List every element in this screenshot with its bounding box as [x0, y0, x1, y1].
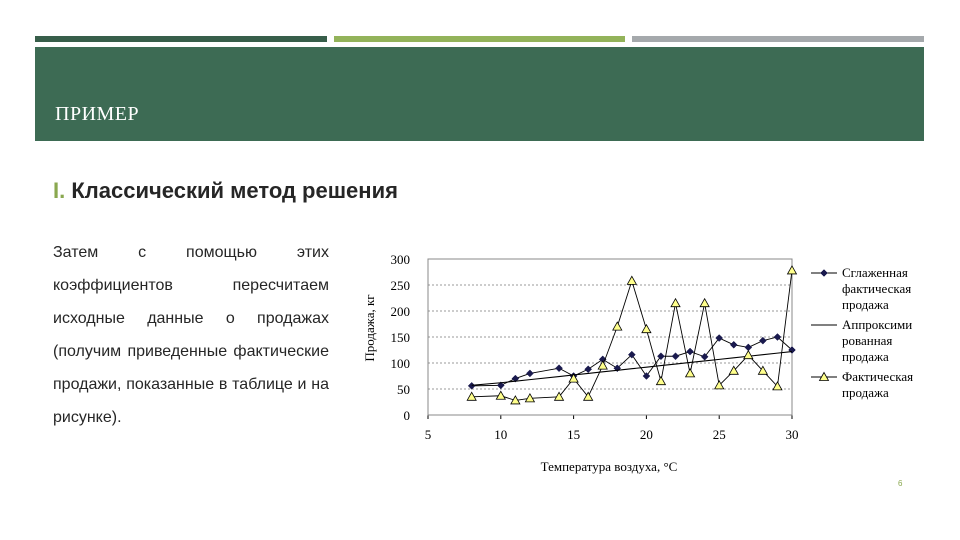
body-paragraph: Затем с помощью этих коэффициентов перес… [53, 244, 329, 426]
series-3-point [510, 395, 521, 405]
series-1-point [642, 372, 651, 380]
series-1-point [744, 343, 753, 352]
x-tick-labels: 5 10 15 20 25 30 [425, 427, 799, 442]
series-1-point [467, 382, 476, 390]
legend-key-marker [820, 269, 828, 277]
series-1-point [686, 347, 694, 356]
series-3-point [786, 265, 798, 275]
plot-area-frame [427, 258, 793, 416]
y-axis-label: Продажа, кг [362, 294, 377, 361]
y-tick-labels: 0 50 100 150 200 250 300 [391, 252, 411, 423]
series-3-point [612, 321, 623, 331]
series-3-point [728, 365, 739, 375]
series-3-point [641, 323, 652, 334]
series-1-point [526, 369, 534, 378]
series-1-point [584, 365, 593, 374]
series-1-point [496, 381, 505, 390]
series-1-point [511, 374, 520, 383]
header-stripe-dark [35, 36, 327, 42]
series-1 [467, 333, 796, 390]
series-3-point [597, 360, 608, 370]
series-1-point [671, 352, 680, 361]
header-stripe-green [334, 36, 625, 42]
header-stripe-gray [632, 36, 924, 42]
title-banner: ПРИМЕР [35, 47, 924, 141]
x-tick-label: 25 [713, 427, 726, 442]
series-1-point [657, 352, 665, 361]
series-3-point [714, 380, 725, 390]
y-tick-label: 50 [397, 382, 410, 397]
chart-grid [428, 258, 792, 390]
heading-number: I. [53, 178, 66, 203]
series-3-point [757, 365, 769, 375]
heading-text: Классический метод решения [71, 178, 398, 203]
series-1-point [773, 333, 782, 341]
series-2 [471, 351, 793, 386]
series-3 [466, 265, 798, 405]
series-3-point [524, 393, 536, 403]
series-3-point [626, 275, 638, 285]
series-3-point [553, 391, 565, 401]
x-tick-label: 15 [567, 427, 580, 442]
series-3-point [582, 391, 594, 401]
y-tick-label: 0 [404, 408, 411, 423]
series-1-point [729, 340, 738, 349]
chart-legend: Сглаженная фактическая продажа Аппроксими ро… [811, 265, 913, 400]
series-3-point [699, 297, 710, 308]
series-3-point [495, 390, 506, 400]
section-heading: I. Классический метод решения [53, 178, 398, 204]
chart-axes [427, 258, 793, 419]
series-3-point [568, 373, 579, 383]
series-1-point [627, 350, 636, 359]
series-3-point [655, 375, 667, 386]
series-1-point [555, 364, 563, 373]
page-number: 6 [898, 479, 903, 488]
chart-series [466, 265, 798, 405]
series-1-point [759, 336, 767, 345]
series-1-point [715, 334, 724, 342]
y-tick-label: 150 [391, 330, 411, 345]
series-2-line [471, 351, 793, 386]
x-tick-label: 5 [425, 427, 432, 442]
legend-key-marker [818, 371, 830, 381]
legend-item-1: Сглаженная фактическая продажа [811, 265, 911, 312]
x-tick-label: 10 [494, 427, 507, 442]
slide-title: ПРИМЕР [55, 103, 140, 125]
y-tick-label: 300 [391, 252, 411, 267]
series-3-point [772, 381, 783, 391]
legend-item-2: Аппроксими рованная продажа [811, 317, 912, 364]
legend-label: Аппроксими рованная продажа [842, 317, 912, 364]
series-1-line [471, 336, 793, 387]
legend-label: Сглаженная фактическая продажа [842, 265, 911, 312]
legend-item-3: Фактическая продажа [811, 369, 913, 400]
sales-chart: 0 50 100 150 200 250 300 5 10 15 20 25 30 Продажа, … [362, 252, 913, 474]
series-3-point [684, 368, 696, 378]
series-1-point [700, 352, 709, 361]
y-tick-label: 200 [391, 304, 411, 319]
x-axis-label: Температура воздуха, °C [541, 459, 678, 474]
series-3-point [466, 391, 477, 401]
y-tick-label: 250 [391, 278, 411, 293]
y-tick-label: 100 [391, 356, 411, 371]
legend-label: Фактическая продажа [842, 369, 913, 400]
x-tick-label: 30 [786, 427, 799, 442]
series-3-point [670, 297, 681, 308]
series-3-point [743, 349, 754, 360]
x-tick-label: 20 [640, 427, 653, 442]
